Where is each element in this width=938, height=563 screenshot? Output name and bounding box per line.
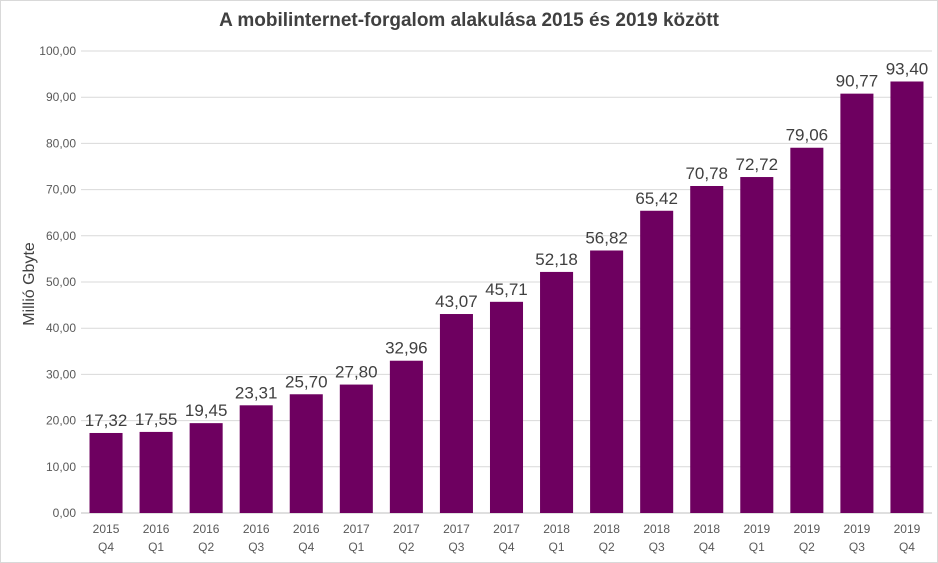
data-label: 70,78 — [685, 164, 728, 183]
bar — [389, 360, 423, 513]
x-tick-label-quarter: Q2 — [799, 540, 815, 554]
x-tick-label-year: 2019 — [844, 522, 871, 536]
data-label: 32,96 — [385, 339, 428, 358]
bar — [489, 301, 524, 513]
x-tick-label-quarter: Q4 — [498, 540, 514, 554]
y-tick-label: 40,00 — [46, 321, 76, 335]
x-tick-label-year: 2016 — [193, 522, 220, 536]
bar — [540, 271, 574, 513]
x-tick-label-quarter: Q1 — [749, 540, 765, 554]
y-tick-label: 60,00 — [46, 229, 76, 243]
y-tick-label: 90,00 — [46, 90, 76, 104]
bar — [590, 250, 624, 514]
x-tick-label-year: 2016 — [243, 522, 270, 536]
bar — [289, 394, 323, 513]
data-label: 90,77 — [836, 72, 879, 91]
data-label: 72,72 — [736, 155, 779, 174]
data-label: 17,32 — [85, 411, 128, 430]
data-labels: 17,32 17,55 19,45 23,31 25,70 27,80 32,96 43,07… — [85, 59, 928, 429]
x-tick-label-quarter: Q1 — [348, 540, 364, 554]
x-tick-label-year: 2018 — [643, 522, 670, 536]
y-tick-label: 30,00 — [46, 367, 76, 381]
bar — [139, 431, 173, 513]
bar — [439, 314, 473, 513]
y-tick-label: 80,00 — [46, 136, 76, 150]
bar — [890, 81, 924, 513]
y-tick-labels: 0,00 10,00 20,00 30,00 40,00 50,00 60,00 70,00 8… — [39, 44, 76, 520]
bar — [740, 177, 774, 513]
data-label: 25,70 — [285, 372, 328, 391]
x-tick-label-year: 2015 — [93, 522, 120, 536]
x-tick-label-year: 2016 — [143, 522, 170, 536]
bar — [840, 93, 874, 513]
x-tick-label-quarter: Q1 — [148, 540, 164, 554]
data-label: 79,06 — [786, 126, 829, 145]
bar — [239, 405, 273, 513]
x-tick-label-quarter: Q2 — [398, 540, 414, 554]
x-tick-label-year: 2018 — [543, 522, 570, 536]
x-tick-label-year: 2017 — [343, 522, 370, 536]
x-tick-label-quarter: Q4 — [98, 540, 114, 554]
x-tick-label-year: 2019 — [743, 522, 770, 536]
y-tick-label: 20,00 — [46, 414, 76, 428]
x-tick-label-year: 2017 — [393, 522, 420, 536]
data-label: 19,45 — [185, 401, 228, 420]
x-tick-labels: 2015 Q4 2016 Q1 2016 Q2 2016 Q3 2016 Q4 2017 Q1 2017… — [93, 522, 921, 554]
x-tick-label-quarter: Q4 — [699, 540, 715, 554]
data-label: 17,55 — [135, 410, 178, 429]
data-label: 45,71 — [485, 280, 528, 299]
bar — [339, 384, 373, 513]
data-label: 65,42 — [635, 189, 678, 208]
bar — [640, 210, 674, 514]
data-label: 23,31 — [235, 383, 278, 402]
y-tick-label: 100,00 — [39, 44, 76, 58]
x-tick-label-quarter: Q3 — [649, 540, 665, 554]
data-label: 56,82 — [585, 228, 628, 247]
y-tick-label: 50,00 — [46, 275, 76, 289]
data-label: 93,40 — [886, 59, 929, 78]
bar — [790, 147, 824, 513]
bar — [690, 185, 724, 513]
x-tick-label-quarter: Q2 — [198, 540, 214, 554]
chart-title: A mobilinternet-forgalom alakulása 2015 … — [219, 10, 719, 31]
x-tick-label-quarter: Q3 — [248, 540, 264, 554]
x-tick-label-year: 2019 — [794, 522, 821, 536]
x-tick-label-quarter: Q2 — [599, 540, 615, 554]
data-label: 27,80 — [335, 363, 378, 382]
y-tick-label: 70,00 — [46, 183, 76, 197]
x-tick-label-year: 2017 — [493, 522, 520, 536]
x-tick-label-year: 2019 — [894, 522, 921, 536]
x-tick-label-quarter: Q3 — [849, 540, 865, 554]
x-tick-label-year: 2018 — [693, 522, 720, 536]
data-label: 52,18 — [535, 250, 578, 269]
x-tick-label-quarter: Q1 — [549, 540, 565, 554]
x-tick-label-year: 2017 — [443, 522, 470, 536]
x-tick-label-quarter: Q4 — [899, 540, 915, 554]
y-tick-label: 0,00 — [53, 506, 77, 520]
x-tick-label-year: 2018 — [593, 522, 620, 536]
bar — [89, 432, 123, 513]
y-tick-label: 10,00 — [46, 460, 76, 474]
x-tick-label-year: 2016 — [293, 522, 320, 536]
bar — [189, 423, 223, 513]
x-tick-label-quarter: Q3 — [448, 540, 464, 554]
data-label: 43,07 — [435, 292, 478, 311]
x-tick-label-quarter: Q4 — [298, 540, 314, 554]
bars — [89, 81, 924, 514]
